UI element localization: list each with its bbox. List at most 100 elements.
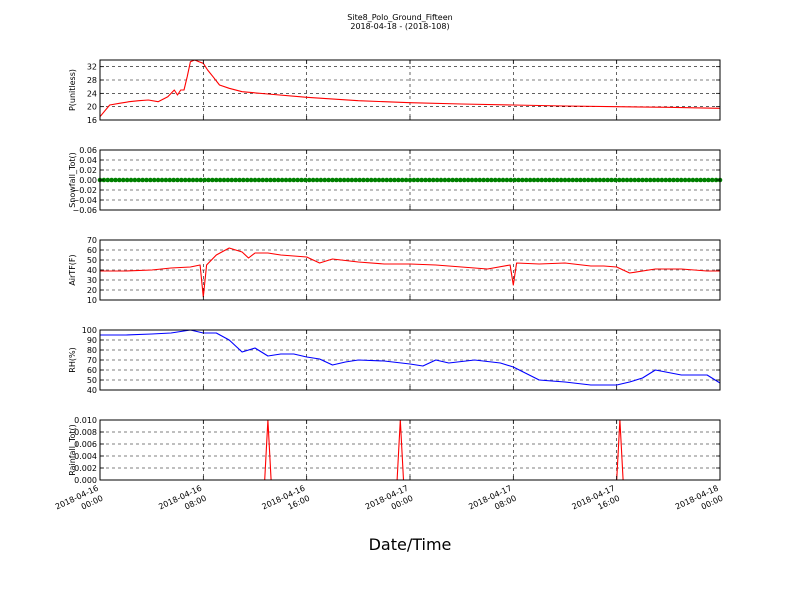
data-point (419, 177, 424, 183)
y-tick-label: 20 (87, 103, 97, 112)
subplots: 1620242832P(unitless)−0.06−0.04−0.020.00… (68, 59, 723, 485)
subplot-5: 0.000 0.002 0.004 0.006 0.008 0.010Rainfall_T… (68, 416, 721, 485)
data-point (275, 177, 281, 183)
data-point (132, 177, 138, 183)
data-point (450, 177, 455, 183)
data-point (148, 177, 153, 183)
subplot-1: 16 20 24 28 32 P(unitless) (68, 59, 721, 125)
data-point (640, 177, 645, 183)
data-point (547, 177, 552, 183)
data-point (458, 177, 463, 183)
data-point (388, 177, 393, 183)
x-tick-label: 2018-04-1708:00 (467, 484, 518, 522)
data-point (225, 177, 231, 183)
data-point (539, 177, 545, 183)
x-tick-label: 2018-04-1616:00 (261, 484, 312, 522)
y-tick-label: 90 (87, 336, 97, 345)
data-point (287, 177, 293, 183)
data-point (500, 177, 506, 183)
data-point (171, 177, 176, 183)
data-point (306, 177, 312, 183)
data-point (396, 177, 401, 183)
axes-frame (99, 59, 721, 121)
data-point (349, 177, 355, 183)
data-point (434, 177, 440, 183)
x-tick-label: 2018-04-1716:00 (571, 484, 622, 522)
y-axis-label: AirTF(F) (68, 254, 77, 285)
data-point (430, 177, 436, 183)
axes-frame (99, 329, 721, 391)
data-point (303, 177, 308, 183)
y-tick-label: 60 (87, 246, 97, 255)
y-tick-label: 0.04 (79, 156, 97, 165)
data-point (380, 177, 386, 183)
data-point (365, 177, 370, 183)
y-tick-label: 50 (87, 376, 97, 385)
y-tick-label: 60 (87, 366, 97, 375)
x-axis-label: Date/Time (369, 535, 452, 554)
y-tick-label: 28 (87, 76, 97, 85)
data-point (361, 177, 366, 183)
data-point (496, 177, 502, 183)
data-point (113, 177, 118, 183)
data-point (698, 177, 703, 183)
figure-subtitle: 2018-04-18 - (2018-108) (350, 22, 449, 31)
y-tick-label: 10 (87, 296, 97, 305)
data-point (241, 177, 246, 183)
data-point (446, 177, 452, 183)
data-point (124, 177, 130, 183)
data-point (558, 177, 564, 183)
data-point (237, 177, 242, 183)
subplot-2: −0.06−0.04−0.020.000.020.040.06Snowfall_… (68, 146, 723, 215)
data-point (601, 177, 607, 183)
data-point (570, 177, 576, 183)
y-tick-label: 0.000 (74, 476, 97, 485)
y-tick-label: −0.02 (72, 186, 97, 195)
data-point (523, 177, 529, 183)
data-point (477, 177, 483, 183)
data-point (663, 177, 669, 183)
data-point (702, 177, 707, 183)
data-point (585, 177, 591, 183)
x-tick-label: 2018-04-1700:00 (364, 484, 415, 522)
y-tick-label: 40 (87, 386, 97, 395)
data-point (659, 177, 665, 183)
y-tick-label: 50 (87, 256, 97, 265)
y-tick-label: 40 (87, 266, 97, 275)
data-point (314, 177, 320, 183)
y-tick-label: −0.04 (72, 196, 97, 205)
data-point (264, 177, 269, 183)
data-point (248, 177, 254, 183)
data-point (512, 177, 517, 183)
data-point (647, 177, 653, 183)
y-tick-label: 0.06 (79, 146, 97, 155)
data-point (543, 177, 548, 183)
data-point (461, 177, 467, 183)
data-point (167, 177, 173, 183)
axes-frame (99, 239, 721, 301)
data-point (442, 177, 448, 183)
y-tick-label: 0.010 (74, 416, 97, 425)
series-line-1 (99, 59, 721, 118)
data-point (481, 177, 486, 183)
data-point (109, 177, 114, 183)
data-point (399, 177, 405, 183)
data-point (151, 177, 157, 183)
data-point (206, 177, 211, 183)
data-point (613, 177, 618, 183)
data-point (628, 177, 634, 183)
data-point (279, 177, 285, 183)
x-tick-label: 2018-04-1608:00 (157, 484, 208, 522)
data-point (531, 177, 537, 183)
data-point (186, 177, 192, 183)
data-point (140, 177, 145, 183)
data-point (644, 177, 649, 183)
y-tick-label: 70 (87, 356, 97, 365)
data-point (202, 177, 207, 183)
data-point (551, 177, 556, 183)
data-point (473, 177, 479, 183)
data-point (690, 177, 696, 183)
y-tick-label: 20 (87, 286, 97, 295)
